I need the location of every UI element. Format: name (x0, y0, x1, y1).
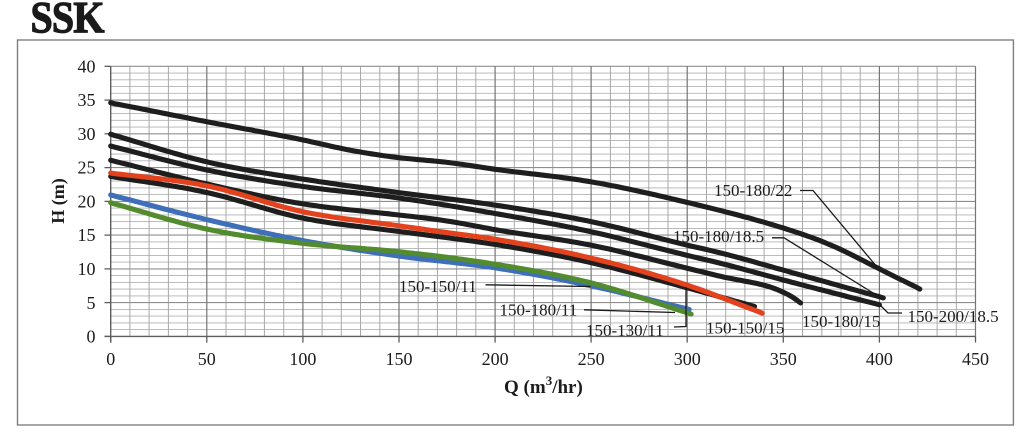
svg-text:100: 100 (289, 349, 316, 369)
svg-text:150-180/22: 150-180/22 (714, 181, 792, 200)
svg-text:Q (m3/hr): Q (m3/hr) (504, 373, 583, 398)
svg-text:35: 35 (78, 90, 96, 110)
svg-text:150-180/11: 150-180/11 (500, 301, 578, 320)
svg-text:300: 300 (674, 349, 701, 369)
svg-text:450: 450 (962, 349, 989, 369)
svg-text:15: 15 (78, 225, 96, 245)
svg-text:200: 200 (482, 349, 509, 369)
svg-text:150-180/18.5: 150-180/18.5 (673, 227, 764, 246)
svg-text:40: 40 (78, 56, 96, 76)
svg-text:150-180/15: 150-180/15 (802, 312, 880, 331)
svg-text:150: 150 (386, 349, 413, 369)
svg-text:150-150/15: 150-150/15 (706, 319, 784, 338)
svg-text:350: 350 (770, 349, 797, 369)
svg-text:H (m): H (m) (48, 178, 69, 223)
svg-text:150-130/11: 150-130/11 (586, 321, 664, 340)
svg-text:400: 400 (866, 349, 893, 369)
svg-text:0: 0 (106, 349, 115, 369)
svg-text:25: 25 (78, 158, 96, 178)
svg-text:250: 250 (578, 349, 605, 369)
svg-text:0: 0 (87, 327, 96, 347)
svg-text:150-150/11: 150-150/11 (399, 277, 477, 296)
svg-text:5: 5 (87, 293, 96, 313)
svg-text:10: 10 (78, 259, 96, 279)
svg-text:150-200/18.5: 150-200/18.5 (908, 307, 999, 326)
svg-text:30: 30 (78, 124, 96, 144)
svg-text:50: 50 (198, 349, 216, 369)
svg-text:20: 20 (78, 191, 96, 211)
svg-text:SSK: SSK (31, 0, 105, 43)
